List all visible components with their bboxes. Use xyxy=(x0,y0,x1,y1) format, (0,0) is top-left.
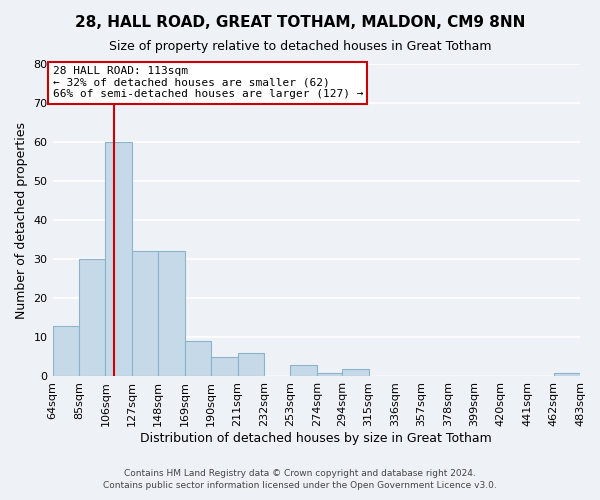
Text: Size of property relative to detached houses in Great Totham: Size of property relative to detached ho… xyxy=(109,40,491,53)
Bar xyxy=(342,368,368,376)
X-axis label: Distribution of detached houses by size in Great Totham: Distribution of detached houses by size … xyxy=(140,432,492,445)
Bar xyxy=(185,342,211,376)
Bar xyxy=(79,260,106,376)
Bar xyxy=(554,372,580,376)
Bar xyxy=(53,326,79,376)
Text: Contains HM Land Registry data © Crown copyright and database right 2024.
Contai: Contains HM Land Registry data © Crown c… xyxy=(103,468,497,490)
Bar xyxy=(106,142,132,376)
Text: 28 HALL ROAD: 113sqm
← 32% of detached houses are smaller (62)
66% of semi-detac: 28 HALL ROAD: 113sqm ← 32% of detached h… xyxy=(53,66,363,99)
Bar xyxy=(238,353,264,376)
Bar xyxy=(132,252,158,376)
Text: 28, HALL ROAD, GREAT TOTHAM, MALDON, CM9 8NN: 28, HALL ROAD, GREAT TOTHAM, MALDON, CM9… xyxy=(75,15,525,30)
Y-axis label: Number of detached properties: Number of detached properties xyxy=(15,122,28,318)
Bar xyxy=(158,252,185,376)
Bar xyxy=(290,364,317,376)
Bar xyxy=(211,357,238,376)
Bar xyxy=(317,372,342,376)
